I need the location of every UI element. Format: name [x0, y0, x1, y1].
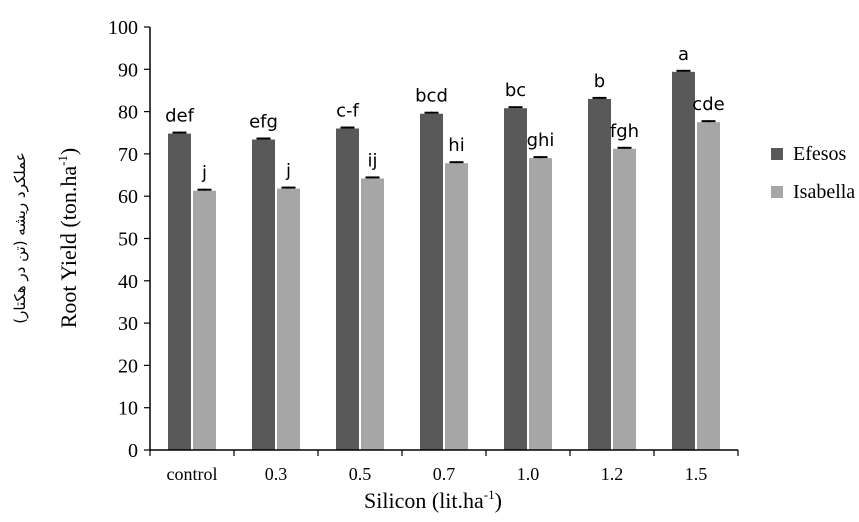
y-axis-ticks: 0 10 20 30 40 50 60 70 80 90 100: [108, 17, 150, 462]
x-tick-label: 1.0: [517, 464, 540, 484]
significance-letter: efg: [249, 112, 278, 133]
bar-efesos: [672, 71, 695, 450]
bar-efesos: [420, 113, 443, 450]
significance-letter: j: [201, 163, 207, 184]
y-tick-label: 50: [118, 229, 138, 251]
significance-letter: a: [678, 44, 689, 65]
y-tick-label: 80: [118, 102, 138, 124]
x-axis-ticks: control 0.3 0.5 0.7 1.0 1.2 1.5: [149, 450, 739, 484]
bar-isabella: [697, 122, 720, 451]
legend-label-isabella: Isabella: [793, 181, 855, 203]
y-axis-title: Root Yield (ton.ha-1): [55, 148, 81, 329]
x-tick-label: control: [167, 464, 218, 484]
y-tick-label: 20: [118, 355, 138, 377]
y-tick-label: 90: [118, 59, 138, 81]
significance-letter: j: [285, 161, 291, 182]
bars: [168, 69, 720, 451]
significance-letter: fgh: [610, 121, 639, 142]
axes: [149, 27, 738, 451]
x-axis-title: Silicon (lit.ha-1): [364, 487, 502, 513]
bar-isabella: [529, 158, 552, 450]
significance-letter: cde: [692, 94, 724, 115]
bar-isabella: [361, 178, 384, 450]
x-tick-label: 0.5: [349, 464, 372, 484]
bar-efesos: [588, 98, 611, 450]
x-tick-label: 0.7: [433, 464, 456, 484]
bar-isabella: [193, 190, 216, 451]
y-tick-label: 0: [128, 440, 138, 462]
legend: Efesos Isabella: [771, 143, 855, 203]
bar-isabella: [445, 163, 468, 450]
bar-efesos: [336, 128, 359, 450]
significance-letter: ghi: [527, 130, 555, 151]
bar-isabella: [613, 148, 636, 450]
significance-letter: c-f: [336, 101, 359, 122]
y-tick-label: 30: [118, 313, 138, 335]
y-tick-label: 40: [118, 271, 138, 293]
significance-letter: def: [165, 106, 195, 127]
bar-efesos: [252, 139, 275, 450]
x-tick-label: 1.2: [601, 464, 624, 484]
significance-letter: hi: [448, 135, 464, 156]
y-axis-title-persian: عملکرد ریشه (تن در هکتار): [11, 152, 29, 324]
y-tick-label: 10: [118, 398, 138, 420]
x-tick-label: 0.3: [265, 464, 288, 484]
significance-letter: bc: [505, 80, 526, 101]
y-tick-label: 70: [118, 144, 138, 166]
significance-letter: bcd: [415, 86, 448, 107]
legend-label-efesos: Efesos: [793, 143, 847, 165]
bar-isabella: [277, 188, 300, 450]
significance-letter: ij: [367, 150, 377, 171]
y-tick-label: 100: [108, 17, 138, 39]
significance-letters: def efg c-f bcd bc b a j j ij hi ghi fgh cde: [165, 44, 725, 184]
significance-letter: b: [594, 71, 605, 92]
y-tick-label: 60: [118, 186, 138, 208]
legend-swatch-efesos: [771, 148, 783, 160]
bar-efesos: [504, 108, 527, 450]
legend-swatch-isabella: [771, 186, 783, 198]
bar-efesos: [168, 133, 191, 450]
x-tick-label: 1.5: [685, 464, 708, 484]
